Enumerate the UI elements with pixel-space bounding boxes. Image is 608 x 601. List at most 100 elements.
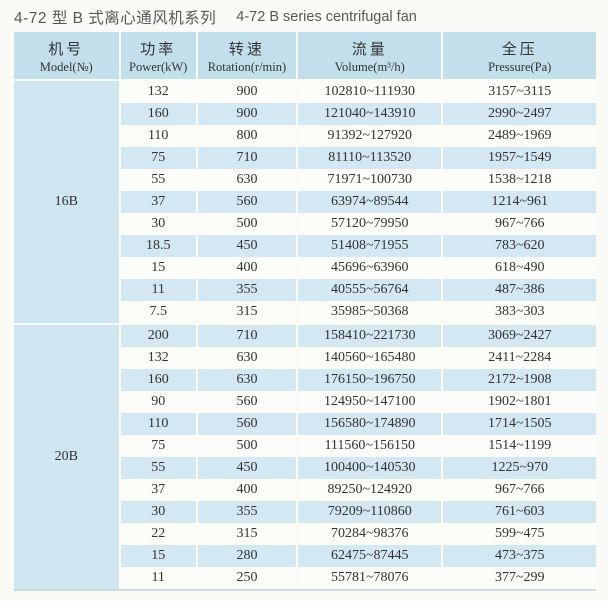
- spec-cell: 11: [120, 567, 198, 589]
- spec-cell: 487~386: [443, 279, 596, 301]
- spec-cell: 560: [197, 413, 298, 435]
- spec-cell: 400: [197, 479, 298, 501]
- model-cell: 20B: [14, 323, 121, 589]
- spec-cell: 102810~111930: [297, 81, 444, 103]
- spec-cell: 121040~143910: [297, 103, 444, 125]
- spec-cell: 111560~156150: [297, 435, 444, 457]
- table-row: 55 630 71971~100730 1538~1218: [14, 169, 596, 191]
- spec-cell: 900: [197, 103, 298, 125]
- header-cell: 机号 Model(№): [14, 32, 121, 81]
- header-label-en: Pressure(Pa): [488, 59, 552, 74]
- table-row: 55 450 100400~140530 1225~970: [14, 457, 596, 479]
- spec-cell: 57120~79950: [297, 213, 444, 235]
- spec-cell: 100400~140530: [297, 457, 444, 479]
- table-row: 22 315 70284~98376 599~475: [14, 523, 596, 545]
- spec-cell: 500: [197, 435, 298, 457]
- spec-cell: 160: [120, 103, 198, 125]
- spec-cell: 200: [120, 323, 198, 347]
- title-english: 4-72 B series centrifugal fan: [236, 9, 417, 25]
- spec-cell: 37: [120, 191, 198, 213]
- spec-cell: 40555~56764: [297, 279, 444, 301]
- spec-cell: 3157~3115: [443, 81, 596, 103]
- fan-spec-table: 机号 Model(№) 功率 Power(kW) 转速 Rotation(r/min) 流量…: [14, 32, 596, 591]
- spec-cell: 2172~1908: [443, 369, 596, 391]
- spec-cell: 355: [197, 279, 298, 301]
- header-cell: 流量 Volume(m³/h): [297, 32, 444, 81]
- spec-cell: 132: [120, 347, 198, 369]
- spec-cell: 450: [197, 457, 298, 479]
- spec-cell: 37: [120, 479, 198, 501]
- spec-cell: 79209~110860: [297, 501, 444, 523]
- spec-cell: 500: [197, 213, 298, 235]
- spec-cell: 7.5: [120, 301, 198, 323]
- spec-cell: 900: [197, 81, 298, 103]
- header-cell: 转速 Rotation(r/min): [197, 32, 298, 81]
- spec-cell: 15: [120, 545, 198, 567]
- table-row: 160 900 121040~143910 2990~2497: [14, 103, 596, 125]
- spec-cell: 132: [120, 81, 198, 103]
- spec-cell: 761~603: [443, 501, 596, 523]
- spec-cell: 11: [120, 279, 198, 301]
- spec-cell: 630: [197, 347, 298, 369]
- table-row: 18.5 450 51408~71955 783~620: [14, 235, 596, 257]
- spec-cell: 1957~1549: [443, 147, 596, 169]
- spec-cell: 55: [120, 457, 198, 479]
- table-row: 132 630 140560~165480 2411~2284: [14, 347, 596, 369]
- model-cell: 16B: [14, 81, 121, 323]
- spec-cell: 30: [120, 501, 198, 523]
- spec-cell: 55: [120, 169, 198, 191]
- header-label-en: Power(kW): [129, 59, 188, 74]
- spec-cell: 2489~1969: [443, 125, 596, 147]
- table-row: 15 400 45696~63960 618~490: [14, 257, 596, 279]
- spec-cell: 1902~1801: [443, 391, 596, 413]
- spec-cell: 250: [197, 567, 298, 589]
- spec-cell: 710: [197, 147, 298, 169]
- spec-cell: 63974~89544: [297, 191, 444, 213]
- spec-cell: 70284~98376: [297, 523, 444, 545]
- spec-cell: 3069~2427: [443, 323, 596, 347]
- header-label-cn: 全压: [501, 41, 538, 58]
- spec-cell: 1538~1218: [443, 169, 596, 191]
- header-label-cn: 功率: [140, 41, 177, 58]
- spec-cell: 110: [120, 413, 198, 435]
- spec-cell: 160: [120, 369, 198, 391]
- table-row: 110 800 91392~127920 2489~1969: [14, 125, 596, 147]
- table-row: 30 500 57120~79950 967~766: [14, 213, 596, 235]
- spec-cell: 783~620: [443, 235, 596, 257]
- spec-cell: 383~303: [443, 301, 596, 323]
- table-body: 16B 132 900 102810~111930 3157~3115 160 900 121…: [14, 81, 596, 589]
- table-row: 20B 200 710 158410~221730 3069~2427: [14, 323, 596, 589]
- spec-cell: 630: [197, 369, 298, 391]
- table-row: 160 630 176150~196750 2172~1908: [14, 369, 596, 391]
- header-label-en: Rotation(r/min): [207, 59, 287, 74]
- title-chinese: 4-72 型 B 式离心通风机系列: [14, 10, 217, 27]
- spec-cell: 176150~196750: [297, 369, 444, 391]
- table-row: 37 560 63974~89544 1214~961: [14, 191, 596, 213]
- spec-cell: 1514~1199: [443, 435, 596, 457]
- table-row: 15 280 62475~87445 473~375: [14, 545, 596, 567]
- spec-cell: 45696~63960: [297, 257, 444, 279]
- table-row: 7.5 315 35985~50368 383~303: [14, 301, 596, 323]
- spec-cell: 18.5: [120, 235, 198, 257]
- table-row: 37 400 89250~124920 967~766: [14, 479, 596, 501]
- spec-cell: 355: [197, 501, 298, 523]
- spec-cell: 35985~50368: [297, 301, 444, 323]
- header-label-cn: 机号: [48, 41, 85, 58]
- table-row: 16B 132 900 102810~111930 3157~3115: [14, 81, 596, 323]
- page-title: 4-72 型 B 式离心通风机系列 4-72 B series centrifu…: [14, 4, 596, 30]
- spec-cell: 91392~127920: [297, 125, 444, 147]
- spec-cell: 22: [120, 523, 198, 545]
- spec-cell: 1214~961: [443, 191, 596, 213]
- table-row: 75 710 81110~113520 1957~1549: [14, 147, 596, 169]
- spec-cell: 1714~1505: [443, 413, 596, 435]
- header-label-en: Volume(m³/h): [334, 59, 405, 74]
- spec-cell: 75: [120, 435, 198, 457]
- spec-cell: 618~490: [443, 257, 596, 279]
- spec-cell: 630: [197, 169, 298, 191]
- spec-cell: 71971~100730: [297, 169, 444, 191]
- spec-cell: 75: [120, 147, 198, 169]
- table-row: 30 355 79209~110860 761~603: [14, 501, 596, 523]
- spec-cell: 967~766: [443, 479, 596, 501]
- spec-cell: 710: [197, 323, 298, 347]
